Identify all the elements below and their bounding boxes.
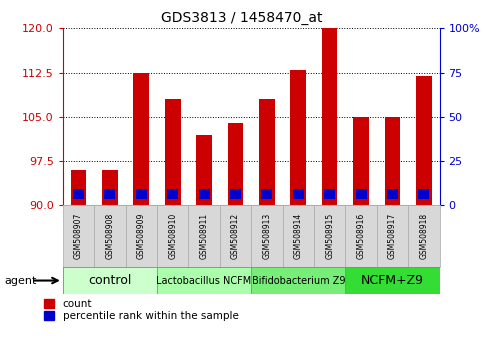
Text: GSM508914: GSM508914: [294, 213, 303, 259]
Text: GSM508912: GSM508912: [231, 213, 240, 259]
Bar: [94, 205, 126, 267]
Bar: [227, 123, 243, 205]
Bar: [188, 205, 220, 267]
Text: NCFM+Z9: NCFM+Z9: [361, 274, 424, 287]
Text: agent: agent: [5, 275, 37, 286]
Bar: [290, 70, 306, 205]
Bar: [165, 99, 181, 205]
Bar: [261, 189, 272, 199]
Bar: [126, 205, 157, 267]
Bar: [251, 205, 283, 267]
Bar: [416, 75, 432, 205]
Bar: [314, 205, 345, 267]
Text: GSM508913: GSM508913: [262, 213, 271, 259]
Text: Bifidobacterium Z9: Bifidobacterium Z9: [252, 275, 345, 286]
Bar: [293, 189, 304, 199]
Bar: [322, 28, 338, 205]
Bar: [355, 189, 367, 199]
Bar: [157, 267, 251, 294]
Text: control: control: [88, 274, 131, 287]
Bar: [230, 189, 241, 199]
Text: GSM508907: GSM508907: [74, 213, 83, 259]
Bar: [136, 189, 147, 199]
Bar: [324, 189, 335, 199]
Bar: [71, 170, 86, 205]
Text: GSM508910: GSM508910: [168, 213, 177, 259]
Bar: [102, 170, 118, 205]
Bar: [63, 267, 157, 294]
Text: GSM508911: GSM508911: [199, 213, 209, 259]
Bar: [167, 189, 178, 199]
Text: GSM508917: GSM508917: [388, 213, 397, 259]
Text: GSM508918: GSM508918: [419, 213, 428, 259]
Text: GSM508915: GSM508915: [325, 213, 334, 259]
Legend: count, percentile rank within the sample: count, percentile rank within the sample: [44, 299, 239, 321]
Bar: [196, 135, 212, 205]
Bar: [199, 189, 210, 199]
Bar: [345, 205, 377, 267]
Text: GSM508908: GSM508908: [105, 213, 114, 259]
Bar: [387, 189, 398, 199]
Bar: [353, 117, 369, 205]
Bar: [157, 205, 188, 267]
Bar: [283, 205, 314, 267]
Bar: [73, 189, 84, 199]
Text: GDS3813 / 1458470_at: GDS3813 / 1458470_at: [161, 11, 322, 25]
Bar: [384, 117, 400, 205]
Bar: [377, 205, 408, 267]
Bar: [259, 99, 275, 205]
Text: Lactobacillus NCFM: Lactobacillus NCFM: [156, 275, 252, 286]
Bar: [104, 189, 115, 199]
Bar: [133, 73, 149, 205]
Bar: [63, 205, 94, 267]
Bar: [408, 205, 440, 267]
Text: GSM508916: GSM508916: [356, 213, 366, 259]
Bar: [345, 267, 440, 294]
Bar: [251, 267, 345, 294]
Bar: [418, 189, 429, 199]
Bar: [220, 205, 251, 267]
Text: GSM508909: GSM508909: [137, 213, 146, 259]
